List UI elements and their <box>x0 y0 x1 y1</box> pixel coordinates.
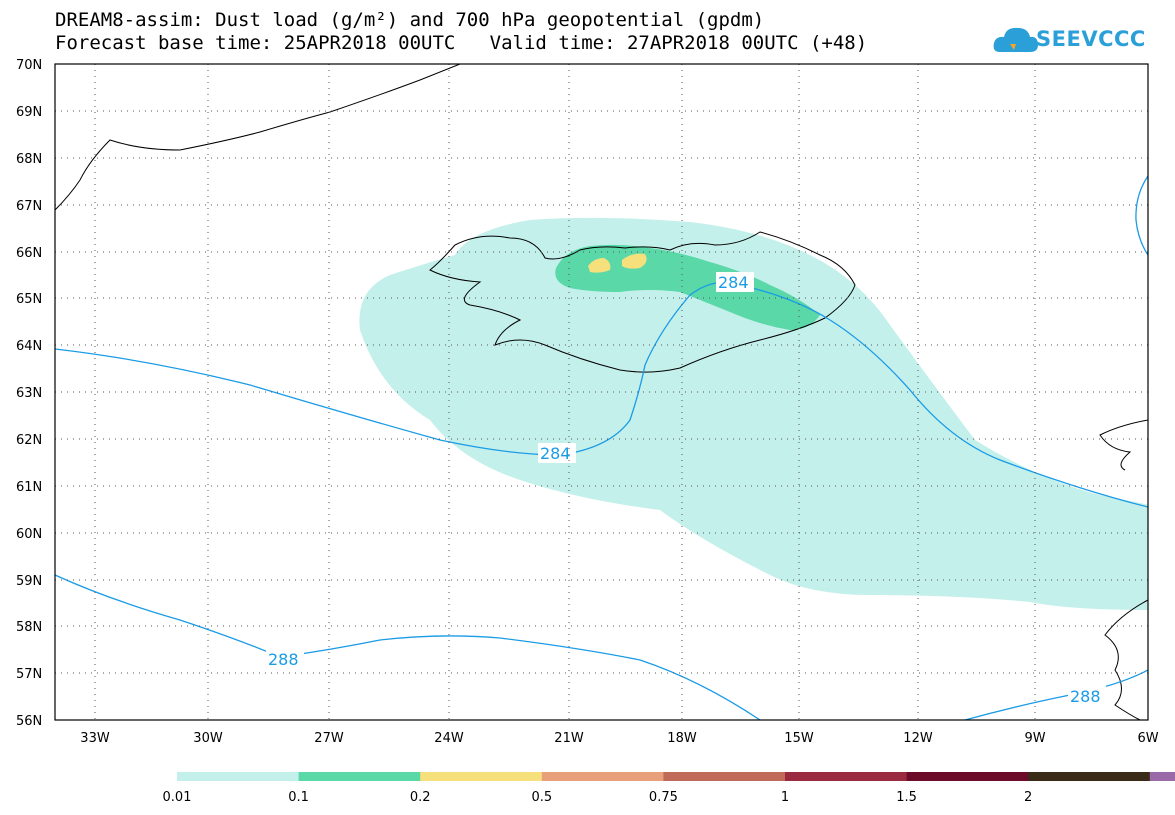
norway-coast <box>1099 419 1148 720</box>
lat-label: 58N <box>16 620 42 635</box>
greenland-coast <box>55 64 461 211</box>
colorbar-tick-label: 1 <box>781 790 789 805</box>
contour-label-284-west: 284 <box>540 444 571 463</box>
lon-label: 30W <box>193 731 223 746</box>
lon-label: 9W <box>1024 731 1045 746</box>
lat-label: 56N <box>16 714 42 729</box>
map-title: DREAM8-assim: Dust load (g/m²) and 700 h… <box>55 9 765 31</box>
lat-label: 61N <box>16 480 42 495</box>
dust-area-high-2 <box>622 253 647 269</box>
lon-labels: 33W 30W 27W 24W 21W 18W 15W 12W 9W 6W <box>80 731 1158 746</box>
lon-label: 21W <box>554 731 584 746</box>
colorbar-swatch <box>906 772 1029 781</box>
map-frame <box>54 63 1149 721</box>
colorbar: 0.01 0.1 0.2 0.5 0.75 1 1.5 2 <box>163 772 1175 805</box>
forecast-times: Forecast base time: 25APR2018 00UTC Vali… <box>55 32 868 54</box>
lat-label: 62N <box>16 433 42 448</box>
lon-label: 18W <box>667 731 697 746</box>
contour-label-288-west: 288 <box>268 650 299 669</box>
colorbar-tick-label: 0.2 <box>410 790 431 805</box>
lat-label: 57N <box>16 667 42 682</box>
colorbar-tick-label: 0.75 <box>649 790 678 805</box>
colorbar-swatch <box>785 772 908 781</box>
lat-label: 70N <box>16 58 42 73</box>
lon-label: 12W <box>903 731 933 746</box>
lat-label: 69N <box>16 105 42 120</box>
colorbar-tick-label: 2 <box>1024 790 1032 805</box>
iceland-coast <box>429 231 856 373</box>
lon-label: 15W <box>784 731 814 746</box>
colorbar-tick-label: 0.5 <box>531 790 552 805</box>
colorbar-swatch <box>1028 772 1151 781</box>
lat-label: 68N <box>16 152 42 167</box>
dust-area-light <box>359 217 1148 610</box>
lat-label: 65N <box>16 292 42 307</box>
colorbar-tick-label: 1.5 <box>896 790 917 805</box>
colorbar-swatch <box>420 772 543 781</box>
contour-284-south <box>55 281 1148 508</box>
lat-label: 67N <box>16 199 42 214</box>
lat-label: 63N <box>16 386 42 401</box>
lat-label: 59N <box>16 574 42 589</box>
colorbar-tick-label: 0.1 <box>288 790 309 805</box>
colorbar-swatch <box>1149 772 1175 781</box>
lon-label: 24W <box>434 731 464 746</box>
contour-288-west <box>55 574 761 720</box>
colorbar-swatch <box>177 772 300 781</box>
colorbar-tick-label: 0.01 <box>163 790 192 805</box>
dust-area-high-1 <box>588 258 611 273</box>
contour-284-east <box>1135 175 1148 256</box>
lon-label: 27W <box>314 731 344 746</box>
logo-text: SEEVCCC <box>1036 27 1146 51</box>
lat-label: 64N <box>16 339 42 354</box>
lat-label: 66N <box>16 246 42 261</box>
colorbar-swatch <box>663 772 786 781</box>
dust-area-medium <box>555 244 820 330</box>
cloud-icon <box>993 27 1038 52</box>
contour-label-284-north: 284 <box>718 273 749 292</box>
contour-label-288-east: 288 <box>1070 687 1101 706</box>
colorbar-swatch <box>541 772 664 781</box>
lat-label: 60N <box>16 527 42 542</box>
lon-label: 33W <box>80 731 110 746</box>
lat-labels: 70N 69N 68N 67N 66N 65N 64N 63N 62N 61N … <box>16 58 42 729</box>
lon-label: 6W <box>1137 731 1158 746</box>
graticule <box>55 64 1148 720</box>
colorbar-swatch <box>298 772 421 781</box>
